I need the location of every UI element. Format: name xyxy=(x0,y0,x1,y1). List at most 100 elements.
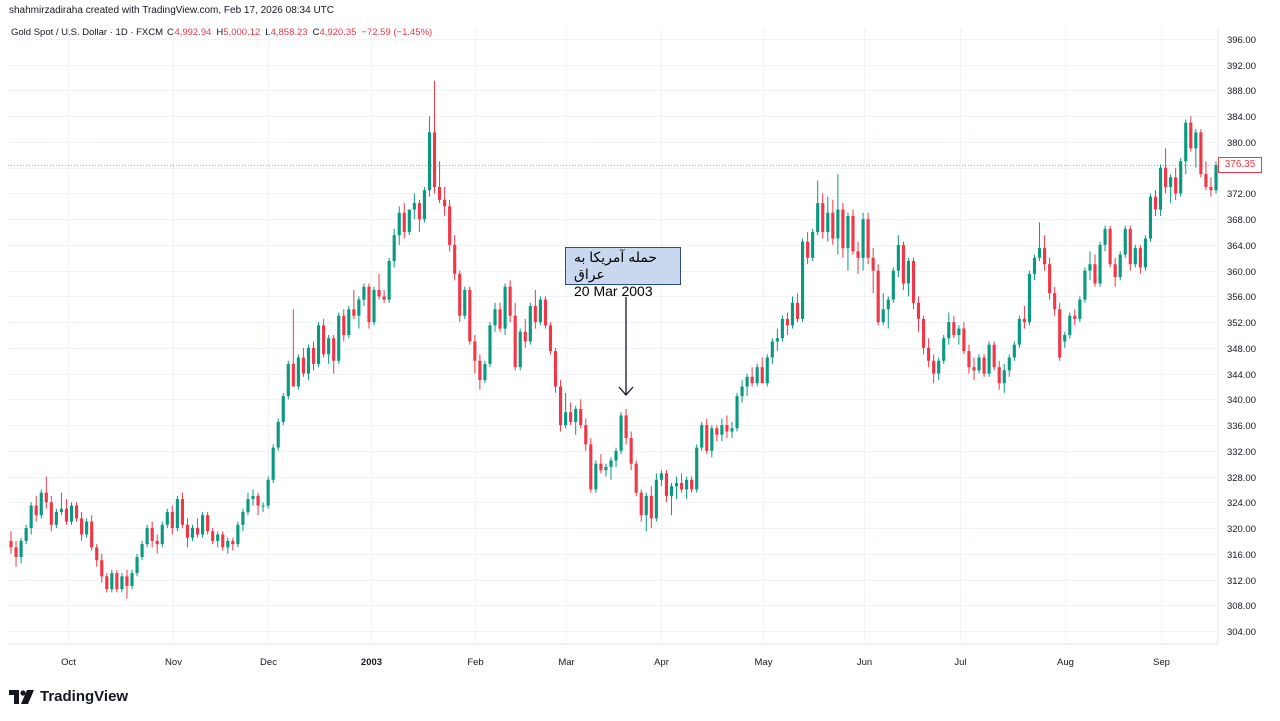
candle-body xyxy=(1158,167,1163,210)
tradingview-logo[interactable]: TradingView xyxy=(9,688,128,705)
candle xyxy=(105,573,109,593)
candle xyxy=(816,180,820,236)
candle-body xyxy=(997,367,1001,384)
candle xyxy=(448,199,452,252)
candle-body xyxy=(619,415,623,451)
candle xyxy=(538,296,542,326)
last-price-label: 376.35 xyxy=(1218,157,1262,174)
candle xyxy=(992,341,996,371)
candle-body xyxy=(1093,264,1097,284)
candle-body xyxy=(871,257,875,271)
candle xyxy=(271,444,275,483)
candle xyxy=(614,447,618,467)
candle xyxy=(1143,235,1147,271)
price-tick-label: 368.00 xyxy=(1227,215,1256,226)
candle xyxy=(932,354,936,384)
open-value: 4,992.94 xyxy=(174,27,212,38)
candle xyxy=(322,318,326,358)
price-axis[interactable]: 304.00 308.00 312.00 316.00 320.00 324.00 328.… xyxy=(1227,35,1256,638)
candle-body xyxy=(836,209,840,239)
candle-body xyxy=(952,322,956,335)
candle xyxy=(659,470,663,487)
candle-body xyxy=(271,447,275,480)
candle-body xyxy=(327,338,331,355)
candle xyxy=(911,257,916,310)
candle xyxy=(876,264,880,326)
candle-body xyxy=(165,511,169,525)
candle-body xyxy=(463,289,467,316)
candle xyxy=(453,235,457,281)
candle xyxy=(826,196,830,242)
candle-body xyxy=(195,528,200,535)
candle xyxy=(266,476,270,509)
candle xyxy=(639,489,643,522)
candle xyxy=(831,199,835,245)
candle-body xyxy=(387,261,391,300)
candle-body xyxy=(110,573,114,590)
candle xyxy=(589,437,593,493)
time-tick-label: Apr xyxy=(654,657,669,668)
annotation-box[interactable]: حمله آمریکا به عراق 20 Mar 2003 xyxy=(565,247,681,299)
time-tick-label: Oct xyxy=(61,657,76,668)
candle xyxy=(1138,244,1142,274)
candle xyxy=(1209,177,1213,197)
candle xyxy=(291,309,295,387)
candle-body xyxy=(695,447,699,490)
candle xyxy=(1048,257,1052,300)
candle xyxy=(432,80,437,194)
candle-body xyxy=(251,495,255,500)
close-key: C xyxy=(312,27,320,38)
candle xyxy=(927,338,931,368)
candle xyxy=(937,357,941,381)
candle-body xyxy=(972,367,976,371)
candle-body xyxy=(1204,174,1208,187)
candle xyxy=(251,489,255,506)
candle xyxy=(1199,129,1203,178)
candle-body xyxy=(705,425,709,451)
candle xyxy=(130,569,134,590)
candle xyxy=(780,315,784,342)
candle-body xyxy=(130,573,134,586)
candle xyxy=(896,235,900,278)
time-tick-label: May xyxy=(755,657,773,668)
candle xyxy=(685,476,689,500)
candle xyxy=(39,489,43,519)
candle-body xyxy=(710,428,714,451)
candle-body xyxy=(1118,254,1122,278)
candle xyxy=(680,473,684,493)
candle xyxy=(594,460,598,493)
candle-body xyxy=(180,499,184,525)
candle xyxy=(881,293,885,326)
candle xyxy=(558,380,563,432)
candle-body xyxy=(770,341,774,358)
candle xyxy=(669,483,674,516)
candle-body xyxy=(564,412,568,426)
candle xyxy=(705,418,709,455)
candle xyxy=(170,505,174,535)
time-axis[interactable]: Oct Nov Dec 2003 Feb Mar Apr May Jun Jul Aug Sep xyxy=(61,657,1170,668)
candle-body xyxy=(1068,315,1072,335)
candle-body xyxy=(468,289,472,342)
candle-body xyxy=(574,409,578,422)
candle-body xyxy=(1148,196,1153,239)
price-tick-label: 316.00 xyxy=(1227,550,1256,561)
candle xyxy=(367,283,371,329)
candle-body xyxy=(241,511,245,525)
candle-body xyxy=(1002,370,1006,384)
candle-body xyxy=(231,540,235,545)
candle xyxy=(1189,116,1193,152)
candle xyxy=(1214,161,1218,194)
candle-body xyxy=(1048,264,1052,294)
candle-body xyxy=(685,479,689,490)
time-tick-label: Jun xyxy=(857,657,872,668)
candle xyxy=(59,492,63,516)
candle xyxy=(1037,222,1042,261)
candle xyxy=(654,473,658,522)
candle-body xyxy=(1058,309,1062,358)
high-value: 5,000.12 xyxy=(223,27,261,38)
time-tick-label: Aug xyxy=(1057,657,1074,668)
candle-body xyxy=(266,479,270,506)
brand-name: TradingView xyxy=(40,688,129,705)
candle-body xyxy=(478,360,482,381)
